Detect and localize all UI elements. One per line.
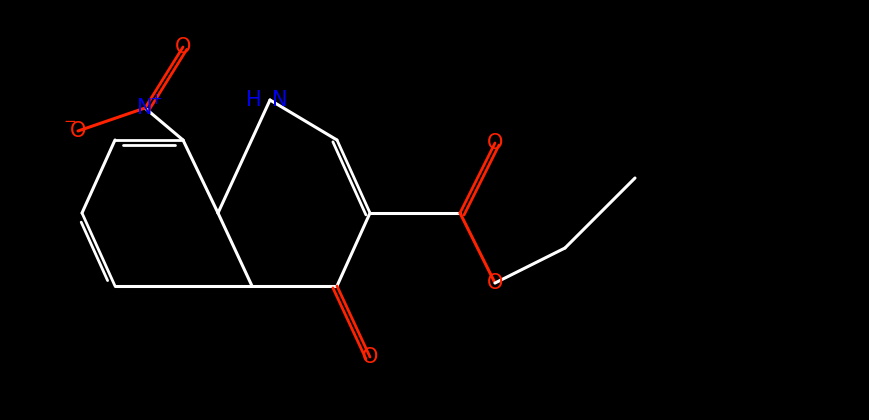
Text: O: O <box>175 37 191 57</box>
Text: O: O <box>487 133 503 153</box>
Text: N: N <box>137 98 153 118</box>
Text: O: O <box>487 273 503 293</box>
Text: O: O <box>70 121 86 141</box>
Text: +: + <box>149 92 163 108</box>
Text: N: N <box>272 90 288 110</box>
Text: H: H <box>247 90 262 110</box>
Text: −: − <box>63 115 76 129</box>
Text: O: O <box>362 347 378 367</box>
